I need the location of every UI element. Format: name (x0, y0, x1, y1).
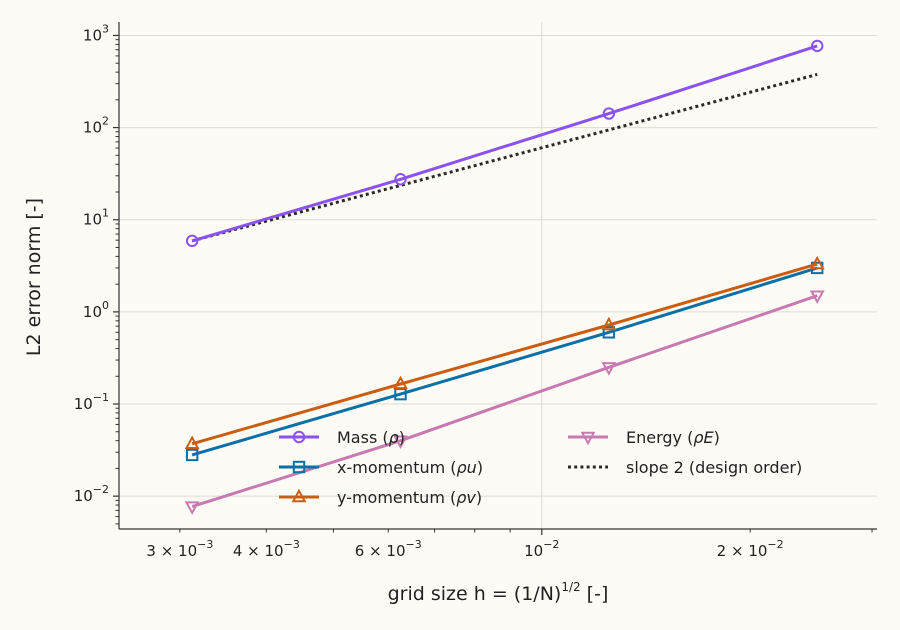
series-2 (184, 255, 825, 449)
x-axis-label-unit: [-] (581, 583, 609, 605)
legend-label-tail: ) (399, 428, 405, 447)
legend-swatch-marker (292, 460, 306, 474)
x-tick-exponent: −3 (197, 538, 213, 551)
x-axis-label-main: grid size h = (1/N) (388, 583, 562, 605)
y-tick-label: 101 (83, 207, 109, 229)
y-tick-base: 10 (74, 395, 93, 413)
data-point (184, 435, 200, 449)
legend-label-name: x-momentum ( (337, 458, 457, 477)
x-tick-exponent: −2 (767, 538, 783, 551)
legend-label-symbol: ρE (693, 428, 714, 447)
legend-label: slope 2 (design order) (626, 458, 802, 477)
x-tick-label: 3 × 10−3 (146, 538, 213, 560)
x-tick-base: 10 (386, 542, 405, 560)
data-point (811, 39, 824, 53)
x-tick-base: 10 (524, 542, 543, 560)
legend-entry: Energy (ρE) (568, 428, 720, 447)
y-tick-base: 10 (83, 119, 102, 137)
legend-label-tail: ) (476, 488, 482, 507)
data-point (393, 435, 408, 449)
x-tick-base: 10 (178, 542, 197, 560)
x-tick-label: 4 × 10−3 (233, 538, 300, 560)
x-tick-mantissa: 3 × (146, 542, 178, 560)
series-group (184, 39, 825, 515)
legend-label-symbol: ρv (456, 488, 476, 507)
y-tick-exponent: 2 (102, 115, 109, 128)
legend-label: Energy (ρE) (626, 428, 720, 447)
x-tick-exponent: −3 (284, 538, 300, 551)
series-line (191, 266, 818, 457)
series-line (191, 44, 818, 243)
y-tick-label: 100 (83, 299, 109, 321)
x-tick-mantissa: 6 × (355, 542, 387, 560)
series-line (191, 294, 818, 509)
series-line (191, 262, 818, 446)
y-tick-label: 10−2 (74, 483, 109, 505)
legend-swatch-marker (580, 431, 596, 446)
y-tick-label: 103 (83, 22, 109, 44)
x-tick-mantissa: 4 × (233, 542, 265, 560)
legend-label-symbol: ρu (457, 458, 477, 477)
x-tick-mantissa: 2 × (717, 542, 749, 560)
legend-entry: y-momentum (ρv) (279, 488, 482, 507)
data-point (602, 326, 616, 339)
grid-lines (119, 22, 877, 529)
legend-entry: slope 2 (design order) (568, 458, 802, 477)
y-tick-exponent: 3 (102, 22, 109, 35)
legend-label-tail: ) (714, 428, 720, 447)
legend-entry: Mass (ρ) (279, 428, 405, 447)
series-3 (184, 290, 825, 515)
data-point (601, 362, 617, 376)
data-point (393, 375, 408, 390)
legend-label-name: y-momentum ( (337, 488, 456, 507)
series-line (191, 72, 818, 243)
data-point (809, 290, 825, 304)
x-tick-base: 10 (265, 542, 284, 560)
legend: Mass (ρ)x-momentum (ρu)y-momentum (ρv)En… (279, 428, 802, 507)
y-tick-exponent: −2 (93, 483, 109, 496)
legend-label: x-momentum (ρu) (337, 458, 483, 477)
legend-label: y-momentum (ρv) (337, 488, 482, 507)
y-tick-label: 10−1 (74, 391, 109, 413)
y-tick-base: 10 (74, 487, 93, 505)
y-tick-base: 10 (83, 211, 102, 229)
data-point (602, 107, 616, 120)
legend-label-name: Mass ( (337, 428, 389, 447)
x-tick-exponent: −3 (406, 538, 422, 551)
legend-swatch-marker (291, 488, 307, 503)
legend-label-name: slope 2 (design order) (626, 458, 802, 477)
x-tick-label: 2 × 10−2 (717, 538, 784, 560)
x-tick-label: 10−2 (524, 538, 559, 560)
data-point (184, 501, 200, 515)
x-axis-label-sup: 1/2 (561, 580, 580, 594)
data-point (185, 448, 199, 462)
y-tick-base: 10 (83, 303, 102, 321)
legend-entry: x-momentum (ρu) (279, 458, 483, 477)
data-point (809, 255, 825, 270)
data-point (394, 173, 407, 186)
legend-label-tail: ) (477, 458, 483, 477)
legend-label-symbol: ρ (389, 428, 399, 447)
data-point (601, 316, 617, 331)
legend-swatch-marker (292, 430, 306, 444)
y-tick-exponent: 1 (102, 207, 109, 220)
series-4 (191, 72, 818, 243)
x-tick-base: 10 (748, 542, 767, 560)
x-axis-label: grid size h = (1/N)1/2 [-] (388, 580, 609, 605)
y-tick-base: 10 (83, 26, 102, 44)
legend-label: Mass (ρ) (337, 428, 405, 447)
legend-label-name: Energy ( (626, 428, 693, 447)
y-tick-exponent: 0 (102, 299, 109, 312)
y-axis-label: L2 error norm [-] (23, 198, 45, 356)
x-tick-label: 6 × 10−3 (355, 538, 422, 560)
series-0 (185, 39, 824, 248)
y-tick-exponent: −1 (93, 391, 109, 404)
x-tick-exponent: −2 (543, 538, 559, 551)
y-tick-label: 102 (83, 115, 109, 137)
data-point (185, 234, 199, 248)
